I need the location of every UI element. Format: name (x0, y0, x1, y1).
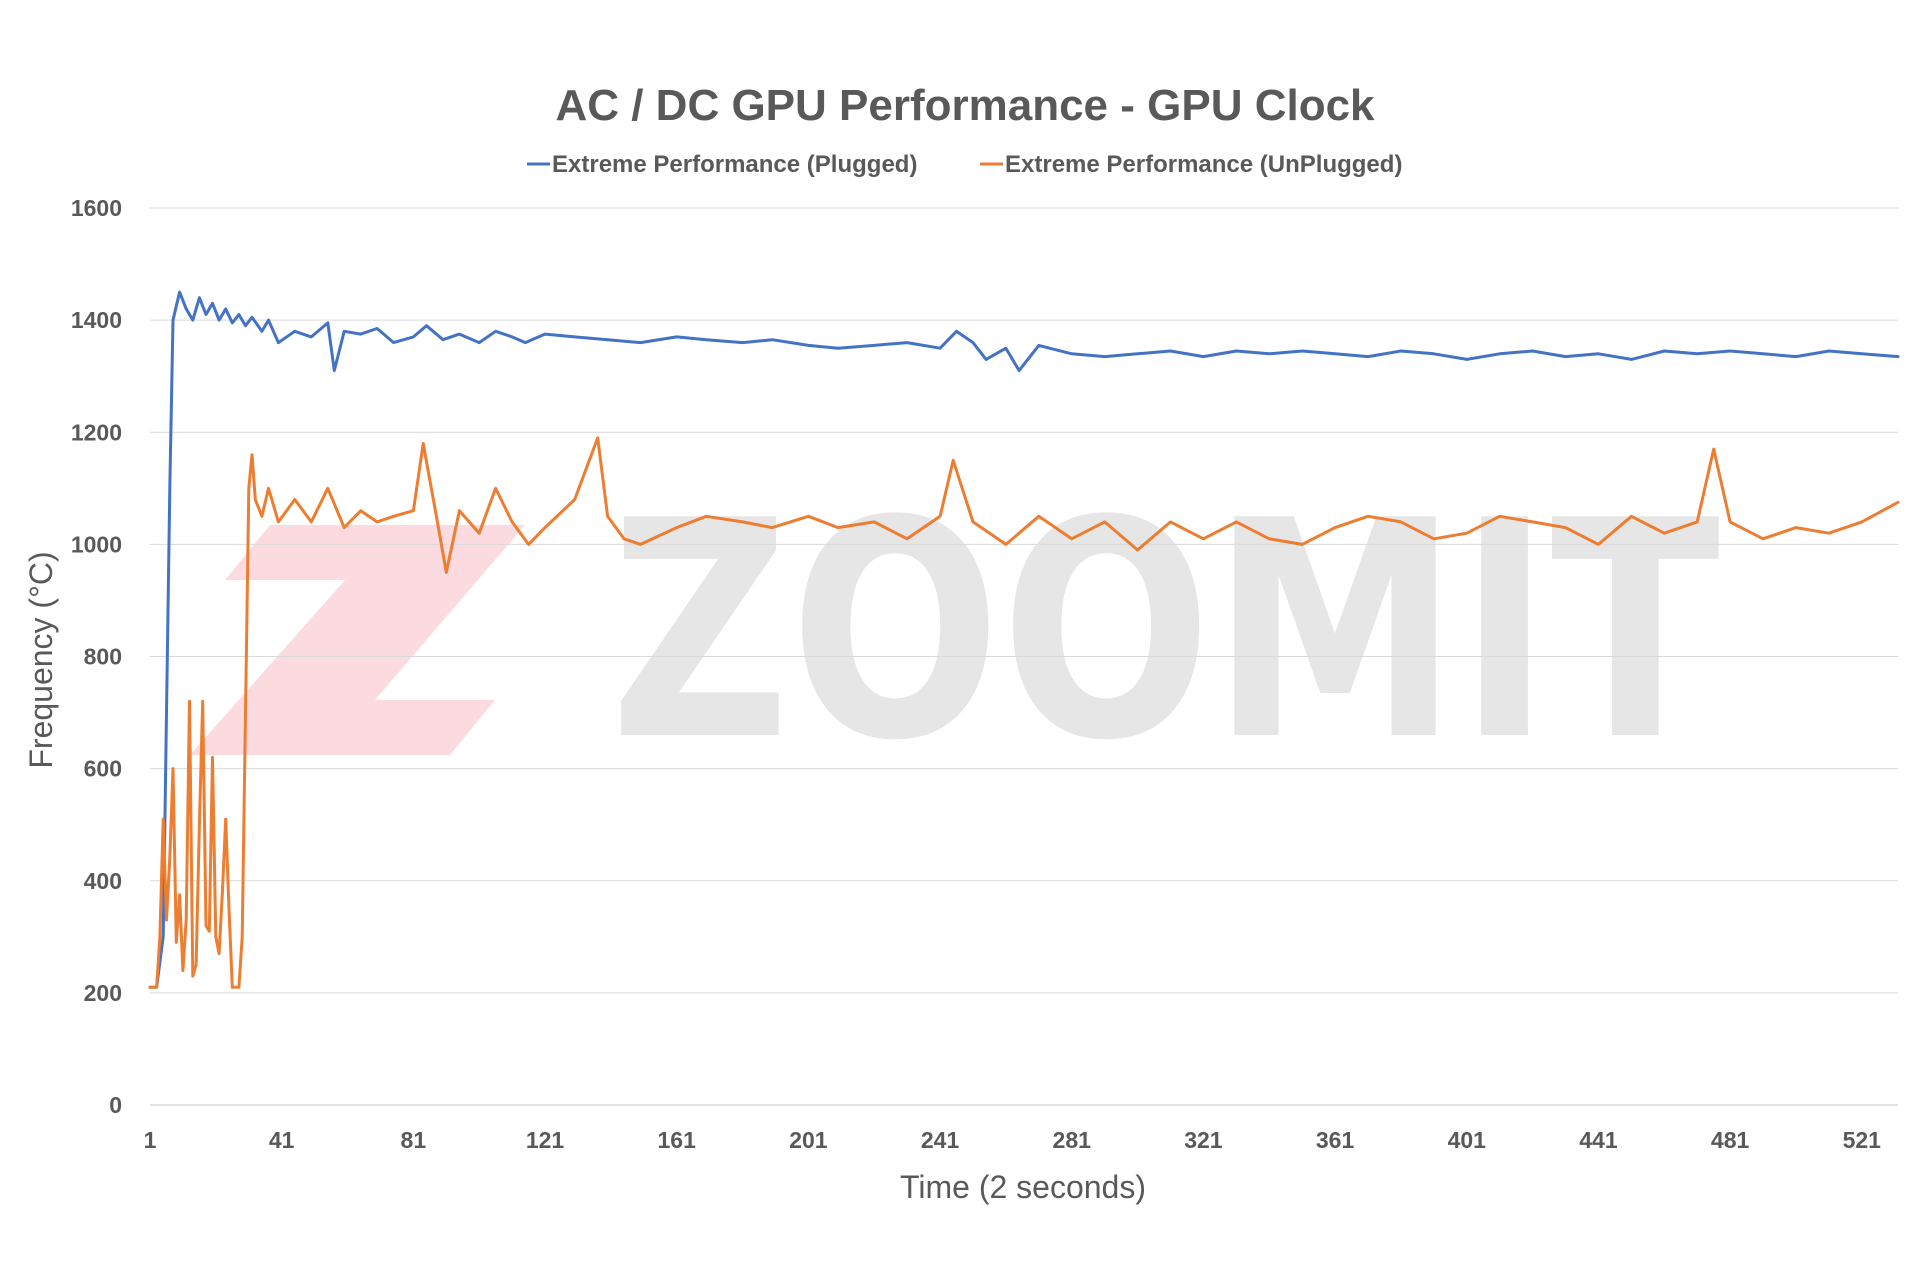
x-tick-label: 161 (658, 1127, 697, 1153)
y-tick-label: 400 (84, 868, 122, 894)
y-tick-label: 800 (84, 644, 122, 670)
series-lines (148, 290, 1900, 989)
y-tick-label: 1600 (71, 195, 122, 221)
y-tick-label: 600 (84, 756, 122, 782)
x-axis-ticks: 1 41 81 121 161 201 241 281 321 361 401 441 481 521 (144, 1127, 1882, 1153)
y-tick-label: 200 (84, 980, 122, 1006)
x-tick-label: 521 (1843, 1127, 1882, 1153)
y-tick-label: 1000 (71, 531, 122, 557)
legend-label-unplugged: Extreme Performance (UnPlugged) (1005, 151, 1402, 178)
gridlines (150, 207, 1898, 1106)
watermark: ZOOMIT (190, 457, 1721, 806)
y-tick-label: 1200 (71, 419, 122, 445)
watermark-text: ZOOMIT (610, 457, 1721, 806)
x-tick-label: 1 (144, 1127, 157, 1153)
x-tick-label: 81 (401, 1127, 427, 1153)
x-tick-label: 401 (1448, 1127, 1487, 1153)
x-tick-label: 241 (921, 1127, 960, 1153)
y-tick-label: 0 (109, 1092, 122, 1118)
legend-label-plugged: Extreme Performance (Plugged) (552, 151, 917, 178)
x-tick-label: 441 (1579, 1127, 1618, 1153)
x-tick-label: 201 (789, 1127, 828, 1153)
x-tick-label: 481 (1711, 1127, 1750, 1153)
y-axis-title: Frequency (°C) (23, 551, 59, 768)
x-tick-label: 121 (526, 1127, 565, 1153)
x-tick-label: 321 (1184, 1127, 1223, 1153)
x-tick-label: 361 (1316, 1127, 1355, 1153)
y-axis-ticks: 0 200 400 600 800 1000 1200 1400 1600 (71, 195, 122, 1118)
x-tick-label: 281 (1053, 1127, 1092, 1153)
series-line-0 (148, 290, 1900, 989)
series-line-1 (148, 436, 1900, 989)
y-tick-label: 1400 (71, 307, 122, 333)
x-axis-title: Time (2 seconds) (900, 1169, 1146, 1205)
chart-title: AC / DC GPU Performance - GPU Clock (555, 81, 1375, 130)
legend: Extreme Performance (Plugged) Extreme Pe… (527, 151, 1402, 178)
watermark-logo-mark (190, 525, 525, 755)
x-tick-label: 41 (269, 1127, 295, 1153)
